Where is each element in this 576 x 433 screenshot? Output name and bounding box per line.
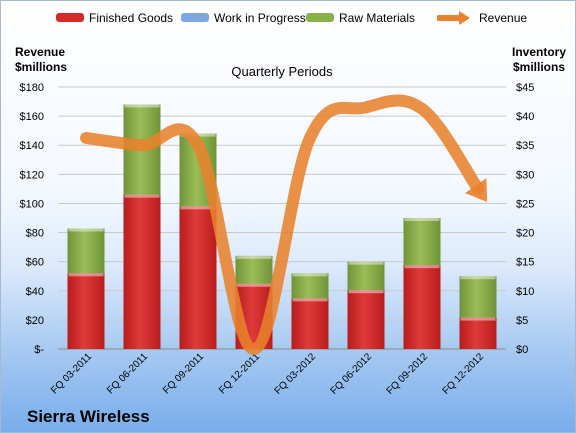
bar-finished-goods — [179, 206, 217, 349]
bar-cap-highlight — [404, 265, 440, 269]
bar-cap-highlight — [124, 104, 160, 108]
bar-finished-goods — [67, 273, 105, 349]
left-tick-label: $100 — [20, 198, 44, 210]
right-tick-label: $15 — [516, 257, 534, 269]
bar-cap-highlight — [460, 317, 496, 321]
left-tick-label: $20 — [26, 315, 44, 327]
right-tick-label: $45 — [516, 82, 534, 94]
left-axis-title: Revenue $millions — [15, 45, 75, 75]
bar-cap-highlight — [68, 228, 104, 232]
right-tick-label: $30 — [516, 169, 534, 181]
right-tick-label: $40 — [516, 111, 534, 123]
right-tick-label: $25 — [516, 198, 534, 210]
bar-raw-materials — [67, 228, 105, 274]
bar-cap-highlight — [348, 261, 384, 265]
revenue-line — [80, 94, 484, 355]
bar-cap-highlight — [292, 298, 328, 302]
bar-raw-materials — [403, 218, 441, 266]
legend-swatch — [181, 13, 209, 22]
left-axis-title-line2: $millions — [15, 60, 68, 74]
x-tick-label: FQ 06-2012 — [329, 351, 375, 397]
left-tick-label: $60 — [26, 257, 44, 269]
x-tick-label: FQ 12-2012 — [441, 351, 487, 397]
company-name: Sierra Wireless — [27, 407, 150, 426]
right-tick-label: $35 — [516, 140, 534, 152]
bar-cap-highlight — [292, 273, 328, 277]
bar-finished-goods — [347, 290, 385, 349]
left-tick-label: $40 — [26, 286, 44, 298]
bar-cap-highlight — [124, 194, 160, 198]
left-tick-label: $80 — [26, 228, 44, 240]
bar-raw-materials — [291, 273, 329, 299]
bar-finished-goods — [291, 298, 329, 349]
left-tick-label: $140 — [20, 140, 44, 152]
bar-cap-highlight — [460, 276, 496, 280]
x-tick-label: FQ 03-2012 — [273, 351, 319, 397]
legend-arrow-icon — [437, 11, 470, 25]
left-tick-label: $120 — [20, 169, 44, 181]
legend-label: Raw Materials — [339, 11, 416, 25]
x-tick-label: FQ 09-2011 — [161, 351, 206, 396]
x-tick-label: FQ 06-2011 — [105, 351, 150, 396]
legend-label: Work in Progress — [214, 11, 306, 25]
x-tick-label: FQ 09-2012 — [385, 351, 431, 397]
right-tick-label: $5 — [516, 315, 528, 327]
chart-title: Quarterly Periods — [231, 64, 333, 79]
bar-finished-goods — [459, 317, 497, 349]
legend-label: Finished Goods — [89, 11, 174, 25]
bar-cap-highlight — [236, 255, 272, 259]
bar-raw-materials — [459, 276, 497, 318]
left-tick-label: $180 — [20, 82, 44, 94]
bar-finished-goods — [123, 194, 161, 349]
bar-raw-materials — [235, 255, 273, 284]
right-axis-title-line1: Inventory — [511, 45, 566, 59]
bar-cap-highlight — [236, 283, 272, 287]
right-tick-label: $0 — [516, 344, 528, 356]
legend-label: Revenue — [479, 11, 528, 25]
left-axis-title-line1: Revenue — [15, 45, 66, 59]
bar-cap-highlight — [404, 218, 440, 221]
legend: Finished Goods Work in Progress Raw Materi… — [1, 9, 575, 29]
legend-swatch — [306, 13, 334, 22]
right-axis-title: Inventory $millions — [509, 45, 569, 75]
bar-cap-highlight — [180, 206, 216, 210]
bar-finished-goods — [403, 265, 441, 349]
legend-swatch — [56, 13, 84, 22]
bar-raw-materials — [347, 261, 385, 291]
left-tick-label: $160 — [20, 111, 44, 123]
x-tick-label: FQ 12-2011 — [217, 351, 262, 396]
right-axis-title-line2: $millions — [512, 60, 565, 74]
bar-cap-highlight — [348, 290, 384, 294]
x-tick-label: FQ 03-2011 — [49, 351, 94, 396]
bar-cap-highlight — [68, 273, 104, 277]
revenue-arrowhead — [465, 178, 488, 202]
right-tick-label: $10 — [516, 286, 534, 298]
right-tick-label: $20 — [516, 228, 534, 240]
left-tick-label: $- — [34, 344, 44, 356]
